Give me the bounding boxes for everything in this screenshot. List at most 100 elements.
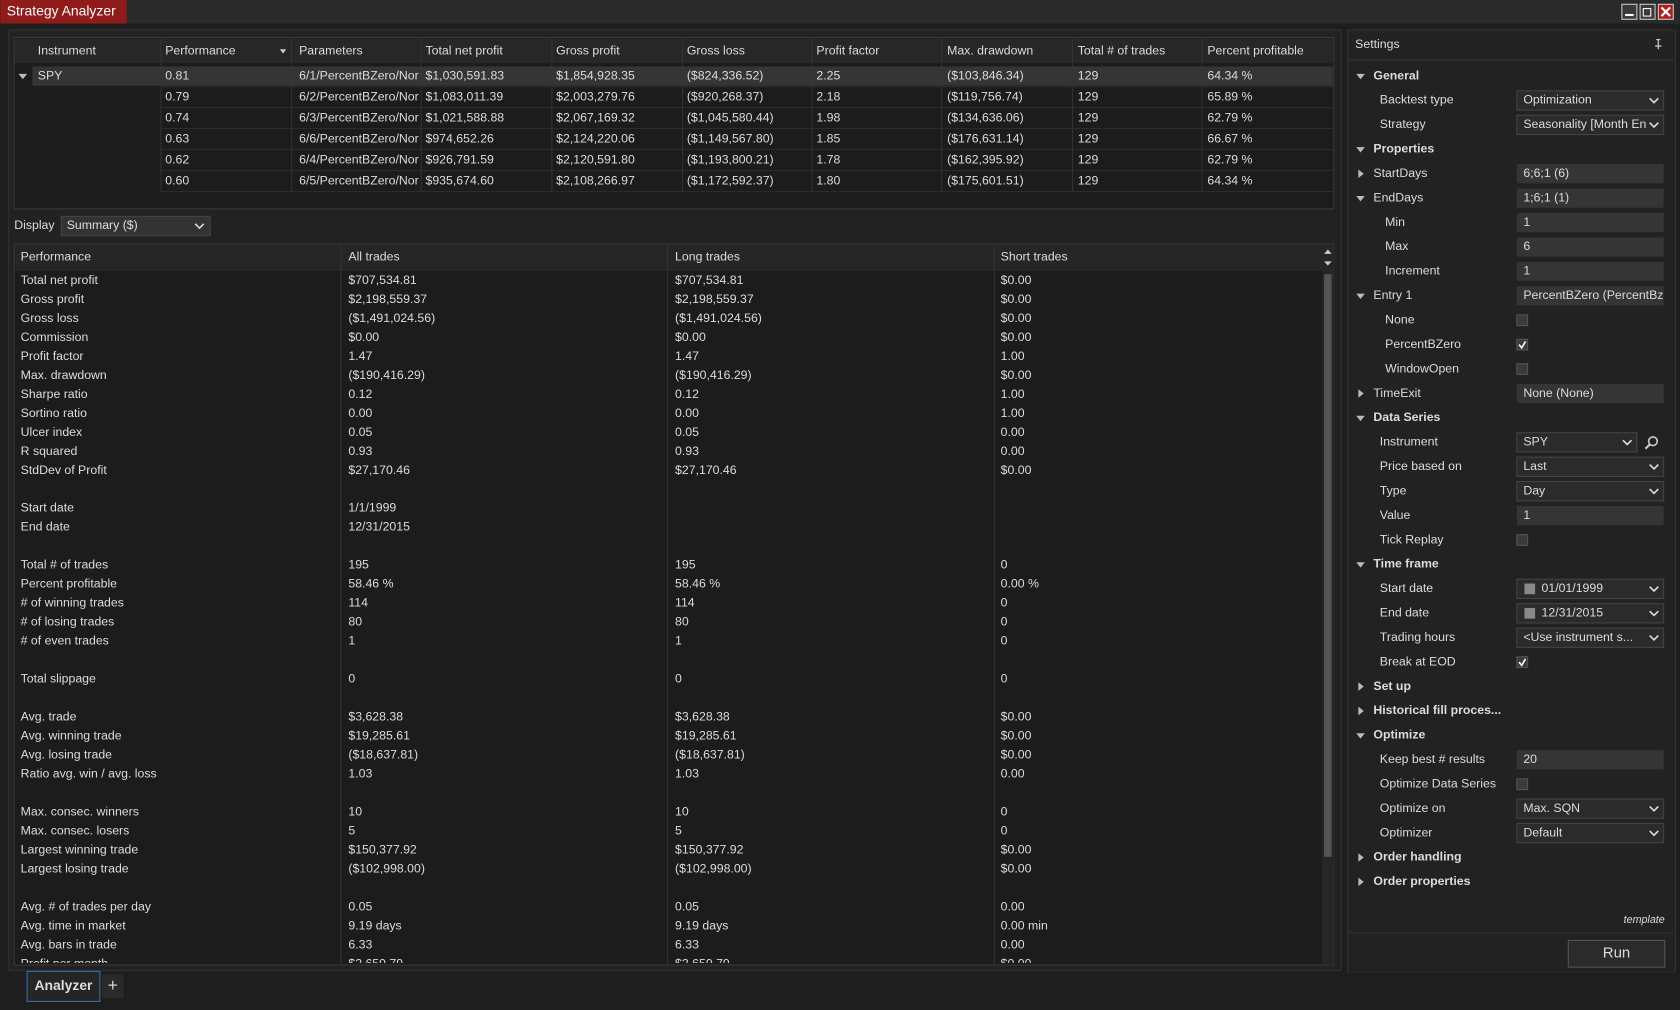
scroll-down[interactable]	[1324, 261, 1332, 266]
cell: 6/1/PercentBZero/Nor	[299, 68, 419, 82]
collapsed-arrow[interactable]	[1358, 169, 1364, 179]
dropdown-field[interactable]	[1516, 90, 1665, 111]
template-link[interactable]: template	[1624, 914, 1665, 926]
add-tab-button[interactable]	[102, 974, 124, 999]
collapsed-arrow[interactable]	[1358, 853, 1364, 862]
cell: $2,124,220.06	[556, 131, 635, 145]
date-field[interactable]	[1516, 578, 1665, 600]
checkbox[interactable]	[1516, 656, 1529, 669]
expanded-arrow[interactable]	[1356, 562, 1365, 568]
sort-arrow[interactable]	[279, 49, 287, 54]
cell: $0.00	[1001, 862, 1032, 876]
section-header[interactable]: Order handling	[1373, 850, 1461, 864]
scroll-up[interactable]	[1324, 249, 1332, 254]
section-header[interactable]: Order properties	[1373, 874, 1470, 888]
cell: $1,030,591.83	[426, 68, 505, 82]
text-field[interactable]	[1516, 164, 1664, 184]
section-header[interactable]: Historical fill proces...	[1373, 703, 1501, 717]
property-label: Start date	[1380, 581, 1433, 595]
text-field[interactable]	[1516, 237, 1664, 257]
cell: $27,170.46	[675, 463, 737, 477]
cell: 1.80	[816, 173, 840, 187]
checkbox[interactable]	[1516, 534, 1529, 546]
text-field[interactable]	[1516, 188, 1664, 208]
section-header[interactable]: Data Series	[1373, 410, 1440, 424]
cell: 1/1/1999	[348, 501, 396, 515]
cell: 6/5/PercentBZero/Nor	[299, 173, 419, 187]
cell: 0.00	[1001, 425, 1025, 439]
field-value: None (None)	[1523, 386, 1593, 400]
field-value: Seasonality [Month En	[1523, 117, 1646, 131]
dropdown-field[interactable]	[1516, 627, 1665, 648]
section-header[interactable]: Time frame	[1373, 557, 1439, 571]
search-field[interactable]	[1516, 432, 1638, 453]
section-header[interactable]: Set up	[1373, 679, 1411, 693]
collapsed-arrow[interactable]	[1358, 389, 1364, 398]
display-value: Summary ($)	[67, 218, 138, 232]
text-field[interactable]	[1516, 505, 1664, 526]
section-header[interactable]: Optimize	[1373, 728, 1425, 742]
run-button[interactable]	[1567, 939, 1666, 968]
expanded-arrow[interactable]	[18, 73, 28, 80]
row-label: Max. consec. winners	[21, 805, 139, 819]
dropdown-field[interactable]	[1516, 822, 1665, 844]
expanded-arrow[interactable]	[1356, 73, 1365, 80]
cell: 0.63	[165, 131, 189, 145]
search-icon[interactable]	[1647, 436, 1659, 447]
column-header: Instrument	[38, 44, 97, 58]
checkbox[interactable]	[1516, 778, 1529, 791]
cell: 129	[1078, 110, 1099, 124]
cell: $3,628.38	[348, 710, 403, 724]
dropdown-field[interactable]	[1516, 481, 1665, 502]
checkbox[interactable]	[1516, 314, 1529, 327]
text-field[interactable]	[1516, 261, 1664, 282]
field-value: 1	[1523, 215, 1530, 229]
scrollbar-thumb[interactable]	[1324, 274, 1332, 857]
date-field[interactable]	[1516, 603, 1665, 624]
cell: 1.00	[1001, 349, 1025, 363]
text-field[interactable]	[1516, 286, 1664, 306]
cell: ($1,491,024.56)	[348, 311, 435, 325]
close-icon	[1660, 6, 1671, 17]
display-dropdown[interactable]	[60, 215, 211, 237]
chevron	[1649, 122, 1659, 129]
cell: $19,285.61	[348, 729, 410, 743]
checkbox[interactable]	[1516, 338, 1529, 351]
restore-button[interactable]	[1639, 3, 1656, 20]
chevron	[1649, 586, 1659, 593]
selected-row[interactable]	[32, 66, 1333, 86]
expanded-arrow[interactable]	[1356, 196, 1365, 202]
expanded-arrow[interactable]	[1356, 733, 1365, 739]
collapsed-arrow[interactable]	[1358, 706, 1364, 716]
cell: 58.46 %	[348, 577, 393, 591]
dropdown-field[interactable]	[1516, 456, 1665, 477]
cell: 1.85	[816, 131, 840, 145]
dropdown-field[interactable]	[1516, 114, 1665, 136]
checkbox[interactable]	[1516, 363, 1529, 375]
text-field[interactable]	[1516, 383, 1664, 404]
dropdown-field[interactable]	[1516, 798, 1665, 819]
cell: 12/31/2015	[348, 520, 410, 534]
text-field[interactable]	[1516, 212, 1664, 233]
text-field[interactable]	[1516, 750, 1664, 770]
cell: $0.00	[1001, 273, 1032, 287]
pin-icon[interactable]	[1655, 39, 1662, 50]
cell: 6/4/PercentBZero/Nor	[299, 152, 419, 166]
search-handle	[1644, 443, 1651, 450]
cell: 58.46 %	[675, 577, 720, 591]
minimize-button[interactable]	[1621, 3, 1638, 20]
cell: $27,170.46	[348, 463, 410, 477]
expanded-arrow[interactable]	[1356, 147, 1365, 153]
collapsed-arrow[interactable]	[1358, 682, 1364, 691]
expanded-arrow[interactable]	[1356, 415, 1365, 422]
collapsed-arrow[interactable]	[1358, 877, 1364, 887]
title-bar	[0, 0, 1680, 24]
section-header[interactable]: General	[1373, 68, 1419, 82]
cell: 0.93	[675, 444, 699, 458]
section-header[interactable]: Properties	[1373, 142, 1434, 156]
row-label: Total net profit	[21, 273, 99, 287]
cell: 6.33	[675, 938, 699, 952]
tab[interactable]	[26, 970, 101, 1002]
cell: 80	[348, 615, 362, 629]
expanded-arrow[interactable]	[1356, 293, 1365, 300]
